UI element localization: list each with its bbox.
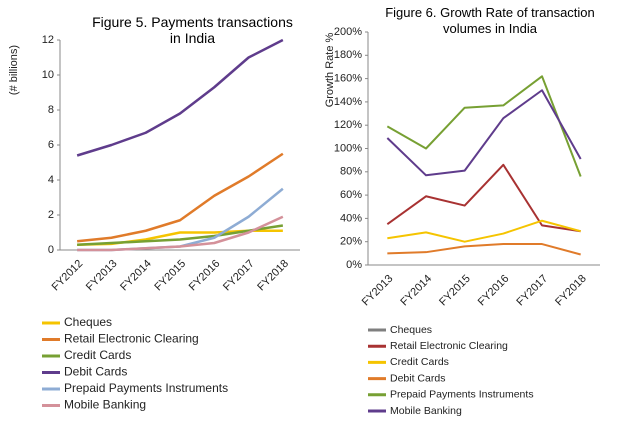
legend-label: Credit Cards [64, 348, 131, 362]
legend-label: Prepaid Payments Instruments [64, 381, 228, 395]
x-tick-label: FY2014 [398, 273, 434, 309]
chart-title: Figure 5. Payments transactions in India [92, 14, 293, 46]
y-axis-label: (# billions) [8, 45, 20, 95]
x-tick-label: FY2014 [118, 258, 154, 294]
y-tick-label: 160% [334, 73, 362, 85]
series-line [386, 89, 582, 177]
y-tick-label: 120% [334, 119, 362, 131]
y-tick-label: 12 [42, 34, 54, 46]
x-tick-label: FY2016 [187, 258, 223, 294]
legend-label: Mobile Banking [390, 405, 462, 417]
x-tick-label: FY2016 [476, 273, 512, 309]
legend-label: Retail Electronic Clearing [390, 340, 508, 352]
y-tick-label: 200% [334, 26, 362, 38]
y-axis-label: Growth Rate % [324, 32, 336, 107]
series-line [386, 75, 582, 177]
y-tick-label: 10 [42, 69, 54, 81]
x-tick-label: FY2017 [221, 258, 257, 294]
x-tick-label: FY2013 [84, 258, 120, 294]
y-tick-label: 40% [340, 212, 362, 224]
series-line [387, 219, 581, 243]
series-line [387, 243, 581, 256]
legend-label: Retail Electronic Clearing [64, 332, 199, 346]
x-tick-label: FY2015 [437, 273, 473, 309]
y-tick-label: 100% [334, 142, 362, 154]
legend-label: Debit Cards [64, 365, 127, 379]
y-tick-label: 180% [334, 49, 362, 61]
y-tick-label: 20% [340, 236, 362, 248]
y-tick-label: 140% [334, 96, 362, 108]
series-line [77, 224, 284, 246]
y-tick-label: 8 [48, 104, 54, 116]
x-tick-label: FY2013 [360, 273, 396, 309]
series-line [76, 38, 284, 157]
x-tick-label: FY2018 [553, 273, 589, 309]
x-tick-label: FY2015 [152, 258, 188, 294]
y-tick-label: 80% [340, 166, 362, 178]
legend-label: Mobile Banking [64, 398, 146, 412]
legend-label: Credit Cards [390, 356, 449, 368]
x-tick-label: FY2012 [50, 258, 86, 294]
x-tick-label: FY2018 [255, 258, 291, 294]
y-tick-label: 0% [346, 259, 362, 271]
chart-title: Figure 6. Growth Rate of transaction vol… [385, 5, 595, 36]
legend-label: Cheques [390, 324, 432, 336]
series-line [77, 215, 284, 252]
legend-label: Debit Cards [390, 372, 445, 384]
series-line [77, 152, 284, 243]
series-line [386, 163, 581, 233]
legend-label: Prepaid Payments Instruments [390, 389, 534, 401]
y-tick-label: 0 [48, 244, 54, 256]
y-tick-label: 4 [48, 174, 54, 186]
legend-label: Cheques [64, 315, 112, 329]
y-tick-label: 60% [340, 189, 362, 201]
x-tick-label: FY2017 [514, 273, 550, 309]
y-tick-label: 2 [48, 209, 54, 221]
y-tick-label: 6 [48, 139, 54, 151]
